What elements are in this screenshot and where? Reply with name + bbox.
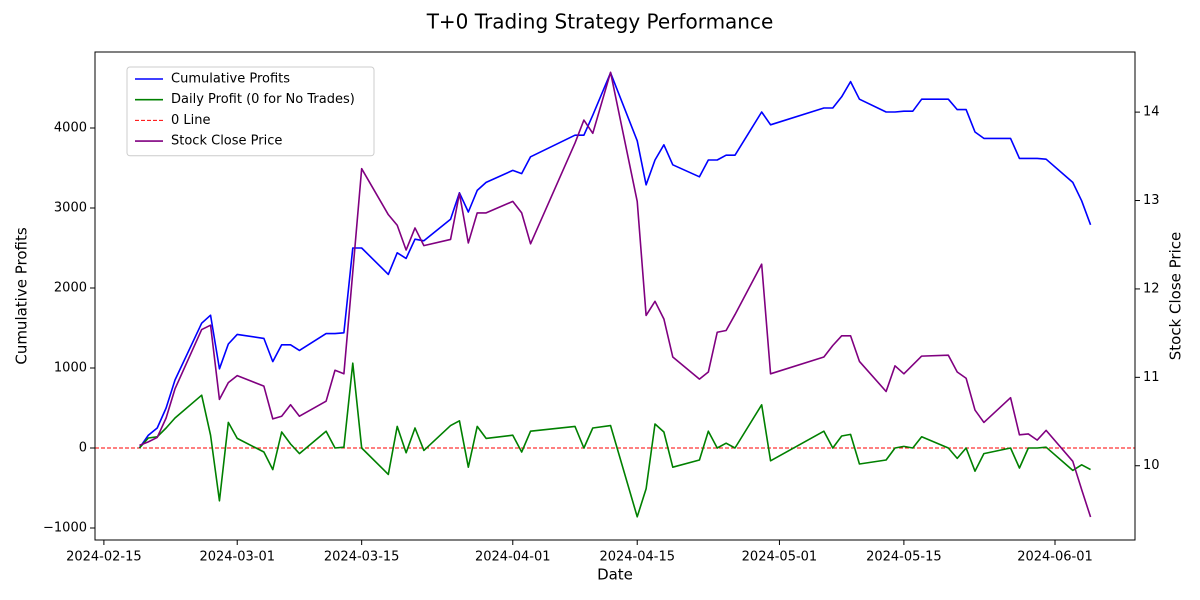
y2-tick-label: 12 xyxy=(1143,281,1160,296)
y2-axis-label: Stock Close Price xyxy=(1167,232,1185,361)
y2-tick-label: 11 xyxy=(1143,370,1160,385)
x-tick-label: 2024-05-01 xyxy=(742,550,818,565)
series-line xyxy=(139,71,1092,518)
y2-tick-label: 13 xyxy=(1143,193,1160,208)
y-tick-label: −1000 xyxy=(43,521,87,536)
y2-tick-label: 14 xyxy=(1143,105,1160,120)
legend-label: Cumulative Profits xyxy=(171,72,290,87)
y-tick-label: 2000 xyxy=(54,281,87,296)
x-tick-label: 2024-03-01 xyxy=(199,550,275,565)
x-tick-label: 2024-06-01 xyxy=(1017,550,1093,565)
y-tick-label: 4000 xyxy=(54,121,87,136)
x-axis-label: Date xyxy=(597,566,633,584)
y-tick-label: 0 xyxy=(79,441,87,456)
legend-label: Stock Close Price xyxy=(171,134,282,149)
y-axis-label: Cumulative Profits xyxy=(13,227,31,365)
chart-title: T+0 Trading Strategy Performance xyxy=(426,10,774,34)
legend-box xyxy=(126,66,375,157)
plot-frame xyxy=(94,51,1136,541)
legend-label: 0 Line xyxy=(171,113,211,128)
y-tick-label: 1000 xyxy=(54,361,87,376)
series-line xyxy=(138,362,1091,518)
y2-tick-label: 10 xyxy=(1143,458,1160,473)
x-tick-label: 2024-04-01 xyxy=(475,550,551,565)
x-tick-label: 2024-02-15 xyxy=(66,550,142,565)
x-tick-label: 2024-05-15 xyxy=(866,550,942,565)
y-tick-label: 3000 xyxy=(54,201,87,216)
series-line xyxy=(138,72,1092,449)
x-tick-label: 2024-03-15 xyxy=(324,550,400,565)
legend-label: Daily Profit (0 for No Trades) xyxy=(171,92,355,107)
x-tick-label: 2024-04-15 xyxy=(599,550,675,565)
